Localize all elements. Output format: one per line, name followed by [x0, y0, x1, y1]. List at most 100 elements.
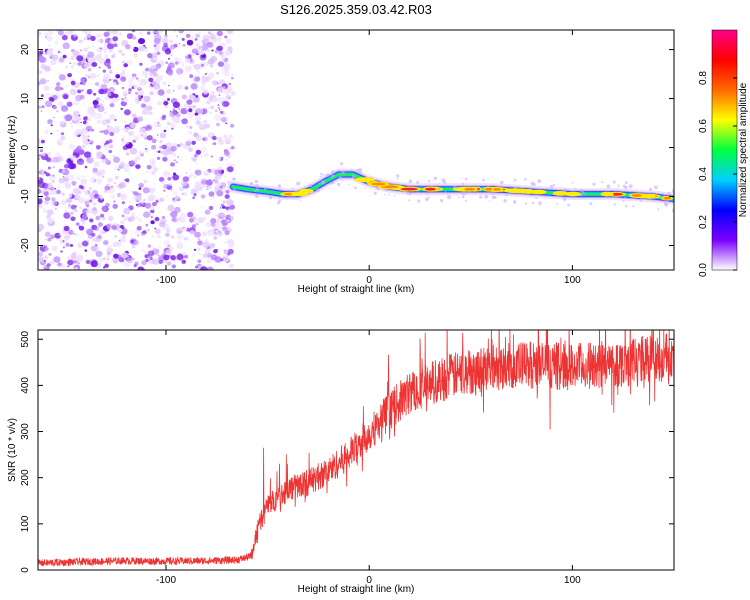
spectrogram-noise-blob: [191, 36, 195, 39]
spectrogram-noise-blob: [103, 240, 109, 246]
trace-speckle: [601, 181, 604, 184]
trace-speckle: [395, 174, 400, 178]
spectrogram-noise-blob: [122, 136, 125, 140]
spectrogram-noise-blob: [200, 47, 204, 50]
spectrogram-noise-blob: [44, 255, 49, 260]
spectrogram-x-tick-label: 100: [564, 275, 581, 286]
snr-y-tick-label: 200: [20, 469, 31, 486]
chart-title: S126.2025.359.03.42.R03: [280, 2, 432, 17]
spectrogram-noise-blob: [208, 191, 215, 197]
spectrogram-noise-blob: [224, 230, 230, 236]
spectrogram-noise-blob: [217, 104, 220, 107]
spectrogram-noise-blob: [172, 108, 175, 111]
trace-hotspot-yellow: [354, 177, 375, 183]
trace-speckle: [416, 190, 419, 193]
spectrogram-noise-blob: [56, 264, 59, 267]
spectrogram-noise-blob: [107, 92, 112, 96]
spectrogram-noise-blob: [219, 207, 222, 209]
spectrogram-noise-blob: [174, 159, 176, 161]
spectrogram-noise-blob: [149, 256, 153, 260]
spectrogram-noise-blob: [206, 258, 212, 264]
spectrogram-noise-blob: [92, 149, 94, 151]
spectrogram-noise-blob: [87, 68, 92, 72]
spectrogram-noise-blob: [111, 78, 114, 81]
spectrogram-noise-blob: [201, 44, 209, 51]
spectrogram-noise-blob: [68, 229, 74, 235]
spectrogram-noise-blob: [57, 139, 63, 145]
spectrogram-noise-blob: [81, 82, 86, 86]
spectrogram-noise-blob: [85, 259, 91, 265]
spectrogram-noise-blob: [166, 261, 172, 266]
snr-y-tick-label: 500: [20, 330, 31, 347]
spectrogram-noise-blob: [67, 30, 75, 35]
spectrogram-noise-blob: [195, 134, 203, 142]
spectrogram-trace: [227, 162, 674, 213]
spectrogram-noise-blob: [174, 57, 178, 61]
spectrogram-noise-blob: [125, 59, 133, 66]
spectrogram-noise-blob: [186, 83, 189, 86]
spectrogram-noise-blob: [82, 240, 89, 247]
spectrogram-noise-blob: [220, 42, 226, 47]
spectrogram-noise-blob: [223, 70, 230, 77]
spectrogram-x-tick-label: 0: [366, 275, 372, 286]
spectrogram-noise-blob: [58, 234, 61, 236]
spectrogram-noise-blob: [64, 175, 69, 179]
spectrogram-noise-blob: [93, 180, 96, 183]
spectrogram-noise-blob: [128, 200, 131, 203]
spectrogram-noise-blob: [121, 234, 127, 239]
spectrogram-noise-blob: [228, 134, 234, 139]
spectrogram-noise-blob: [62, 176, 65, 178]
spectrogram-noise-blob: [173, 191, 178, 195]
spectrogram-noise-blob: [132, 36, 137, 40]
spectrogram-noise-blob: [130, 239, 134, 243]
spectrogram-noise-blob: [225, 189, 230, 194]
spectrogram-noise-blob: [149, 91, 155, 96]
spectrogram-noise-blob: [140, 78, 148, 86]
spectrogram-noise-blob: [56, 189, 61, 195]
spectrogram-noise-blob: [163, 239, 170, 246]
colorbar: 0.0 0.2 0.4 0.6 0.8 Normalized spectral ampl…: [698, 29, 749, 277]
spectrogram-noise-blob: [106, 125, 109, 128]
spectrogram-noise-blob: [66, 85, 69, 87]
spectrogram-noise-blob: [81, 135, 85, 139]
spectrogram-noise-blob: [99, 193, 101, 196]
spectrogram-noise-blob: [200, 266, 208, 270]
spectrogram-noise-blob: [102, 256, 106, 261]
spectrogram-noise-blob: [87, 45, 91, 49]
spectrogram-noise-blob: [162, 114, 167, 119]
spectrogram-noise-blob: [219, 157, 222, 160]
spectrogram-noise-blob: [40, 94, 44, 98]
spectrogram-noise-blob: [103, 237, 105, 239]
snr-x-tick-label: 100: [564, 575, 581, 586]
spectrogram-noise-blob: [109, 68, 112, 71]
spectrogram-noise-blob: [96, 225, 101, 229]
spectrogram-noise-blob: [77, 196, 85, 204]
spectrogram-noise-blob: [47, 30, 54, 36]
spectrogram-y-axis-label: Frequency (Hz): [7, 116, 18, 185]
spectrogram-noise-blob: [133, 191, 139, 196]
spectrogram-noise-blob: [78, 114, 81, 117]
spectrogram-noise-blob: [164, 48, 171, 55]
spectrogram-noise-blob: [197, 217, 204, 224]
spectrogram-noise-blob: [138, 150, 143, 155]
spectrogram-noise-blob: [192, 196, 196, 200]
spectrogram-noise-blob: [113, 200, 116, 203]
spectrogram-noise-blob: [156, 151, 158, 153]
spectrogram-noise-blob: [230, 123, 235, 128]
spectrogram-noise-blob: [108, 149, 113, 154]
spectrogram-noise-blob: [210, 198, 213, 200]
spectrogram-noise-blob: [54, 40, 59, 45]
spectrogram-noise-blob: [55, 60, 58, 63]
spectrogram-y-tick-label: -20: [20, 238, 31, 253]
spectrogram-noise-blob: [210, 155, 213, 158]
spectrogram-noise-blob: [163, 183, 169, 189]
spectrogram-noise-blob: [84, 74, 89, 78]
spectrogram-x-axis-label: Height of straight line (km): [298, 284, 415, 295]
spectrogram-noise-blob: [122, 61, 125, 64]
spectrogram-noise-blob: [131, 113, 137, 118]
spectrogram-noise-blob: [42, 153, 46, 157]
spectrogram-noise-blob: [108, 48, 113, 53]
trace-speckle: [299, 199, 302, 202]
spectrogram-noise-blob: [43, 191, 49, 196]
spectrogram-noise-blob: [86, 63, 88, 65]
